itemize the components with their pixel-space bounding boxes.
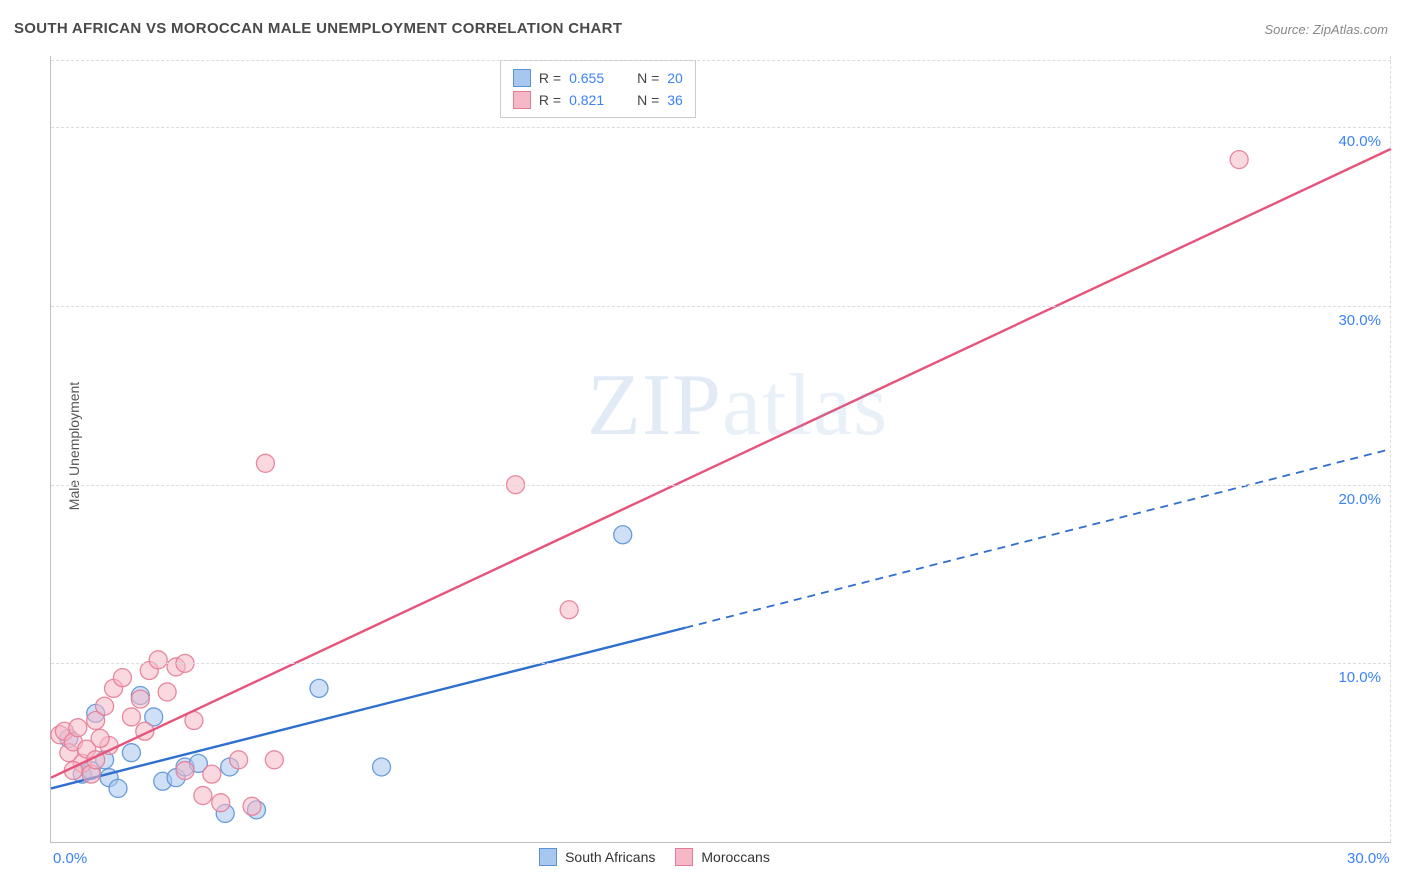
- x-tick-label: 30.0%: [1347, 850, 1390, 867]
- legend-swatch: [539, 848, 557, 866]
- plot-area: ZIPatlas R =0.655N =20R =0.821N =36 10.0…: [50, 56, 1391, 843]
- x-tick-label: 0.0%: [53, 850, 87, 867]
- gridline-h: [51, 663, 1391, 664]
- gridline-h: [51, 306, 1391, 307]
- point-moroccan: [560, 601, 578, 619]
- point-moroccan: [113, 669, 131, 687]
- gridline-h: [51, 127, 1391, 128]
- gridline-v: [1390, 56, 1391, 842]
- point-moroccan: [1230, 151, 1248, 169]
- point-moroccan: [69, 719, 87, 737]
- stat-row: R = 0.655 N = 20: [513, 67, 683, 89]
- stat-row: R = 0.821 N = 36: [513, 89, 683, 111]
- point-south-african: [122, 744, 140, 762]
- point-south-african: [373, 758, 391, 776]
- point-moroccan: [230, 751, 248, 769]
- stat-r-label: R =: [539, 92, 561, 108]
- plot-svg: [51, 56, 1391, 842]
- source-attribution: Source: ZipAtlas.com: [1264, 22, 1388, 37]
- stat-r-value: 0.655: [569, 70, 619, 86]
- point-moroccan: [243, 797, 261, 815]
- point-moroccan: [265, 751, 283, 769]
- stat-r-value: 0.821: [569, 92, 619, 108]
- point-moroccan: [91, 729, 109, 747]
- point-moroccan: [212, 794, 230, 812]
- point-south-african: [109, 779, 127, 797]
- trend-line-solid-south-africans: [51, 628, 685, 789]
- legend-label: Moroccans: [701, 849, 769, 865]
- legend-item: South Africans: [539, 848, 655, 866]
- point-moroccan: [158, 683, 176, 701]
- legend-item: Moroccans: [675, 848, 769, 866]
- y-tick-label: 10.0%: [1338, 669, 1381, 686]
- gridline-h: [51, 60, 1391, 61]
- chart-container: { "title": "SOUTH AFRICAN VS MOROCCAN MA…: [0, 0, 1406, 892]
- point-moroccan: [96, 697, 114, 715]
- stat-n-value: 20: [667, 70, 683, 86]
- gridline-h: [51, 485, 1391, 486]
- legend-swatch: [513, 69, 531, 87]
- stat-n-label: N =: [637, 70, 659, 86]
- y-tick-label: 20.0%: [1338, 491, 1381, 508]
- chart-title: SOUTH AFRICAN VS MOROCCAN MALE UNEMPLOYM…: [14, 20, 622, 37]
- y-tick-label: 30.0%: [1338, 312, 1381, 329]
- correlation-stats-box: R = 0.655 N = 20 R = 0.821 N = 36: [500, 60, 696, 118]
- y-tick-label: 40.0%: [1338, 133, 1381, 150]
- point-moroccan: [149, 651, 167, 669]
- legend-label: South Africans: [565, 849, 655, 865]
- point-moroccan: [203, 765, 221, 783]
- point-moroccan: [122, 708, 140, 726]
- point-moroccan: [176, 762, 194, 780]
- point-south-african: [614, 526, 632, 544]
- legend-bottom: South Africans Moroccans: [539, 848, 770, 866]
- trend-line-moroccans: [51, 149, 1391, 778]
- stat-n-label: N =: [637, 92, 659, 108]
- legend-swatch: [513, 91, 531, 109]
- point-moroccan: [194, 787, 212, 805]
- point-moroccan: [131, 690, 149, 708]
- stat-n-value: 36: [667, 92, 683, 108]
- trend-line-dashed-south-africans: [685, 449, 1391, 628]
- legend-swatch: [675, 848, 693, 866]
- point-moroccan: [256, 454, 274, 472]
- stat-r-label: R =: [539, 70, 561, 86]
- point-south-african: [310, 679, 328, 697]
